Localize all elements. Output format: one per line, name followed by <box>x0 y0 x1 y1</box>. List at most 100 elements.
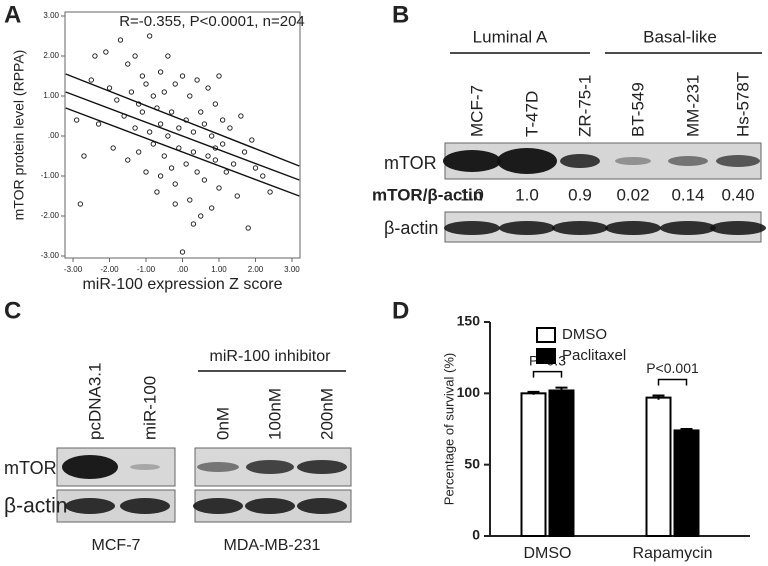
bar <box>548 389 575 538</box>
point <box>241 149 248 155</box>
point <box>88 77 94 83</box>
band <box>297 460 347 474</box>
x-tick-label: -2.00 <box>100 265 119 274</box>
bar <box>673 429 700 537</box>
point <box>238 113 244 119</box>
x-tick-label: .00 <box>177 265 189 274</box>
point <box>219 141 226 147</box>
error-bar <box>555 386 568 394</box>
y-tick-label: 150 <box>457 313 481 329</box>
lane-label: MCF-7 <box>467 85 486 137</box>
point <box>194 169 200 175</box>
point <box>223 169 229 175</box>
x-tick-label: 1.00 <box>211 265 227 274</box>
point <box>172 181 178 187</box>
group-label: miR-100 inhibitor <box>210 348 332 365</box>
point <box>168 165 175 171</box>
band <box>297 498 347 514</box>
legend-label: DMSO <box>562 326 607 343</box>
y-tick-label: 3.00 <box>43 11 59 20</box>
point <box>190 221 197 227</box>
ratio-value: 1.0 <box>515 185 539 204</box>
band <box>65 498 115 514</box>
point <box>114 97 120 103</box>
lane-label: 200nM <box>317 388 336 440</box>
point <box>205 85 211 91</box>
x-axis-label: miR-100 expression Z score <box>82 276 282 293</box>
band <box>660 221 716 235</box>
band <box>120 498 170 514</box>
point <box>172 81 178 87</box>
point <box>121 113 127 119</box>
point <box>201 177 208 183</box>
annotation: R=-0.355, P<0.0001, n=204 <box>119 13 305 30</box>
point <box>267 189 273 195</box>
band <box>497 148 557 174</box>
point <box>154 105 160 111</box>
band <box>130 464 160 470</box>
band <box>443 150 501 172</box>
row-label: mTOR <box>384 153 437 173</box>
x-tick-label: Rapamycin <box>632 545 712 562</box>
panel-label: B <box>392 1 409 28</box>
point <box>190 149 197 155</box>
point <box>143 169 149 175</box>
point <box>110 145 116 151</box>
point <box>205 153 211 159</box>
point <box>176 145 182 151</box>
band <box>710 221 766 235</box>
point <box>150 141 156 147</box>
point <box>209 205 215 211</box>
point <box>201 121 208 127</box>
point <box>157 121 164 127</box>
lane-label: MM-231 <box>683 75 702 137</box>
point <box>198 109 204 115</box>
legend-label: Paclitaxel <box>562 347 626 364</box>
point <box>168 109 175 115</box>
point <box>165 53 171 59</box>
band <box>668 156 708 166</box>
y-tick-label: 0 <box>472 527 480 543</box>
band <box>197 462 239 472</box>
point <box>187 93 193 99</box>
plot-frame <box>64 11 301 259</box>
band <box>716 155 760 167</box>
point <box>183 161 189 167</box>
point <box>92 53 98 59</box>
y-tick-label: -2.00 <box>41 211 60 220</box>
point <box>125 61 131 67</box>
error-bar <box>680 428 693 432</box>
point <box>209 133 215 139</box>
point <box>212 145 218 151</box>
band <box>444 221 500 235</box>
error-bar <box>652 394 665 400</box>
point <box>198 213 204 219</box>
point <box>260 173 266 179</box>
point <box>139 109 146 115</box>
point <box>125 157 131 163</box>
point <box>212 157 218 163</box>
x-tick-label: DMSO <box>524 545 572 562</box>
cell-line-label: MCF-7 <box>92 537 141 554</box>
point <box>95 121 102 127</box>
y-tick-label: -3.00 <box>41 251 60 260</box>
band <box>560 154 600 168</box>
point <box>212 101 218 107</box>
error-bar <box>527 390 540 395</box>
fit-line <box>65 107 300 197</box>
lane-label: pcDNA3.1 <box>85 363 104 440</box>
point <box>132 125 138 131</box>
group-label: Luminal A <box>473 27 548 46</box>
point <box>147 129 153 135</box>
point <box>172 201 178 207</box>
lane-label: ZR-75-1 <box>575 75 594 137</box>
point <box>219 117 226 123</box>
band <box>193 498 243 514</box>
y-tick-label: 50 <box>464 455 480 471</box>
y-tick-label: .00 <box>48 131 60 140</box>
lane-label: miR-100 <box>140 376 159 440</box>
panel-label: D <box>392 297 409 324</box>
point <box>139 73 146 79</box>
panel-label: C <box>4 297 21 324</box>
